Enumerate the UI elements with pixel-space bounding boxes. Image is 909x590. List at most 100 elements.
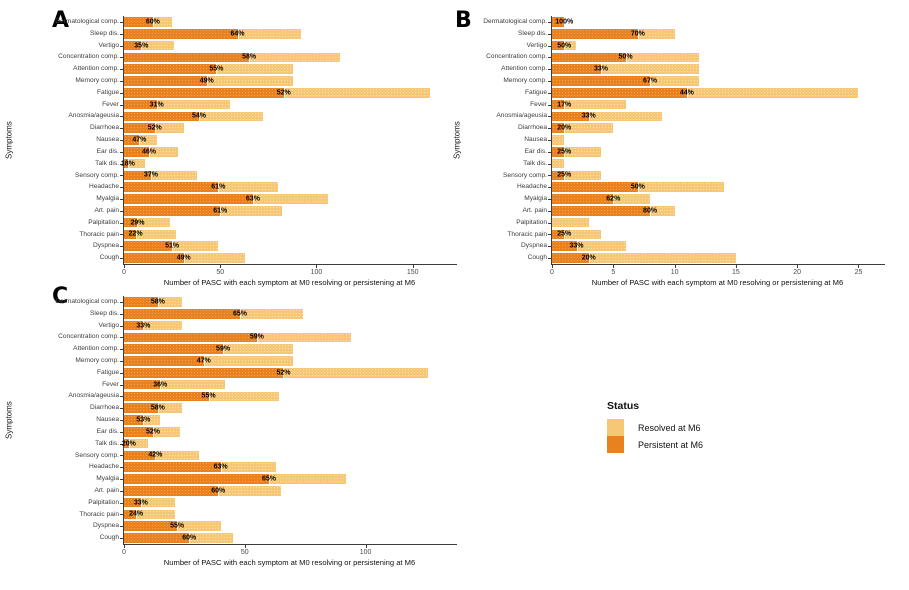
bar-row [124, 28, 455, 39]
bar-segment-persistent [124, 344, 224, 354]
bar-row [124, 87, 455, 98]
symptom-label: Palpitation [88, 498, 119, 506]
bar-row [124, 135, 455, 145]
bar-segment-resolved [220, 462, 277, 473]
bar-segment-persistent [124, 450, 156, 461]
percent-persistent-label: 25% [557, 171, 572, 179]
bar-segment-persistent [124, 521, 178, 532]
bar-row [124, 356, 455, 366]
bar-segment-resolved [155, 450, 199, 461]
bar-segment-resolved [564, 123, 614, 133]
y-tick [120, 45, 123, 47]
symptom-label: Anosmia/ageusia [496, 112, 547, 120]
bar-row [124, 123, 455, 133]
symptom-label: Anosmia/ageusia [68, 112, 119, 120]
bar-segment-resolved [152, 17, 173, 27]
bar-row [124, 332, 455, 343]
symptom-label: Nausea [96, 136, 119, 144]
percent-persistent-label: 37% [143, 171, 158, 179]
bar-row [124, 486, 455, 496]
symptom-label: Attention comp. [501, 65, 547, 73]
bar-segment-resolved [637, 182, 724, 193]
y-tick [120, 455, 123, 457]
bar-row [552, 241, 883, 252]
percent-persistent-label: 25% [557, 148, 572, 156]
y-tick [120, 337, 123, 339]
y-tick [548, 45, 551, 47]
bar-segment-persistent [552, 182, 638, 193]
x-tick [412, 265, 414, 268]
bar-row [552, 28, 883, 39]
y-tick [548, 104, 551, 106]
x-tick [244, 545, 246, 548]
symptom-label: Talk dis. [523, 159, 547, 167]
symptom-label: Vertigo [526, 41, 547, 49]
bar-segment-persistent [124, 111, 200, 122]
y-tick [548, 57, 551, 59]
y-tick [120, 187, 123, 189]
y-tick [120, 246, 123, 248]
x-tick [858, 265, 860, 268]
bar-row [552, 40, 883, 51]
percent-persistent-label: 36% [153, 381, 168, 389]
percent-persistent-label: 33% [133, 499, 148, 507]
x-tick [552, 265, 553, 268]
percent-persistent-label: 49% [176, 254, 191, 262]
percent-persistent-label: 63% [213, 463, 228, 471]
symptom-label: Attention comp. [73, 345, 119, 353]
bar-row [552, 87, 883, 98]
bar-segment-resolved [625, 52, 700, 63]
bar-segment-resolved [208, 391, 279, 402]
x-tick [735, 265, 737, 268]
percent-persistent-label: 60% [211, 487, 226, 495]
bar-segment-resolved [552, 158, 565, 169]
bar-segment-resolved [283, 367, 429, 378]
bar-segment-resolved [157, 403, 182, 413]
panel-a-plot-area: Dermatological comp. 60% Sleep dis. 64% Vert… [55, 16, 457, 276]
y-tick [120, 116, 123, 118]
bar-segment-persistent [124, 17, 153, 27]
panel-b-label: B [455, 8, 472, 33]
y-tick [120, 140, 123, 141]
y-tick [120, 479, 123, 481]
bar-segment-resolved [218, 486, 282, 496]
percent-persistent-label: 46% [142, 148, 157, 156]
symptom-label: Sleep dis. [518, 29, 547, 37]
y-tick [548, 128, 551, 130]
legend-item-persistent: Persistent at M6 [607, 436, 703, 453]
symptom-label: Attention comp. [73, 65, 119, 73]
bar-segment-resolved [256, 332, 352, 343]
percent-persistent-label: 44% [679, 89, 694, 97]
bar-segment-persistent [124, 509, 137, 520]
symptom-label: Myalgia [96, 195, 119, 203]
panel-c-plot-area: Dermatological comp. 58% Sleep dis. 65% Vert… [55, 296, 457, 556]
bar-segment-resolved [552, 217, 589, 228]
symptom-label: Thoracic pain [507, 230, 547, 238]
y-tick [548, 210, 551, 212]
x-tick [124, 265, 125, 268]
symptom-label: Talk dis. [95, 159, 119, 167]
symptom-label: Nausea [524, 136, 547, 144]
symptom-label: Cough [99, 534, 119, 542]
bar-segment-persistent [124, 367, 284, 378]
panel-a-label: A [52, 8, 70, 33]
panel-b-plot-area: Dermatological comp. 100% Sleep dis. 70% Ver… [483, 16, 885, 276]
bar-segment-persistent [124, 379, 161, 390]
bar-segment-resolved [564, 229, 601, 240]
legend-swatch-persistent [607, 436, 624, 453]
legend-label-persistent: Persistent at M6 [638, 439, 704, 450]
y-axis-line [123, 296, 124, 544]
symptom-label: Cough [527, 254, 547, 262]
percent-persistent-label: 31% [149, 101, 164, 109]
bar-segment-persistent [552, 241, 577, 252]
bar-row [124, 403, 455, 413]
bar-segment-persistent [124, 87, 284, 98]
y-tick [548, 234, 551, 236]
y-tick [548, 151, 551, 153]
symptom-label: Fatigue [97, 368, 119, 376]
symptom-label: Dyspnea [92, 522, 119, 530]
y-tick [120, 443, 123, 445]
symptom-label: Dermatological comp. [55, 18, 119, 25]
symptom-label: Fever [102, 380, 119, 388]
bar-segment-resolved [150, 170, 198, 181]
